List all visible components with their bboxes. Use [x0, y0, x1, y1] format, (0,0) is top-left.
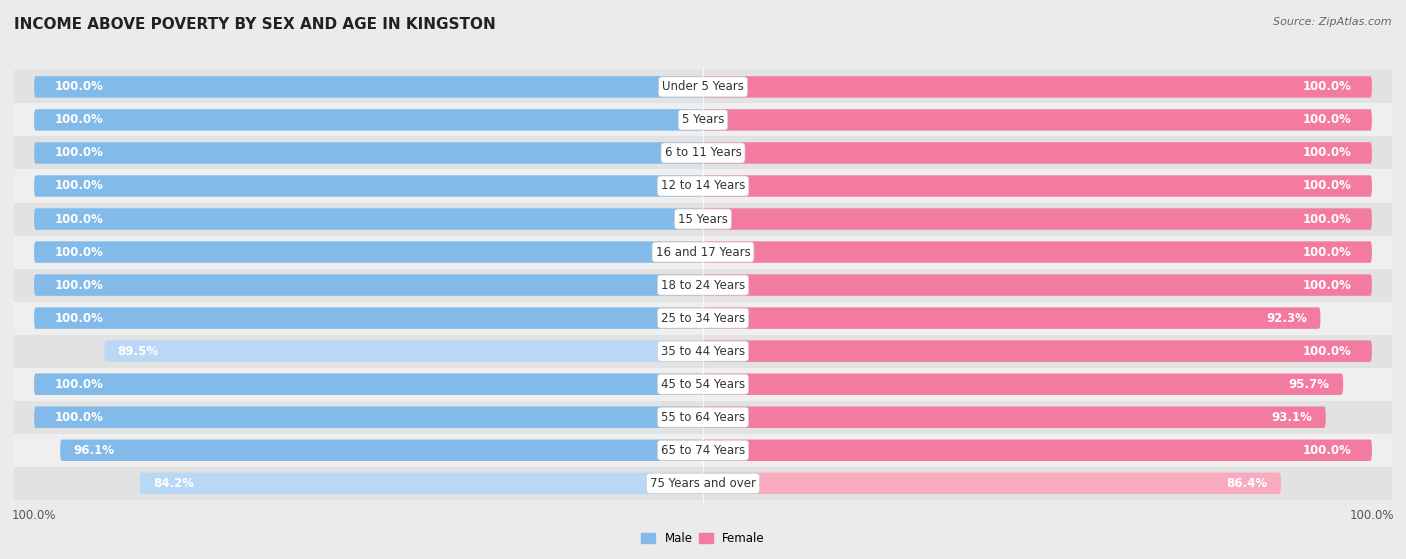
Text: 92.3%: 92.3% — [1267, 311, 1308, 325]
Text: 100.0%: 100.0% — [55, 378, 103, 391]
Text: 100.0%: 100.0% — [55, 411, 103, 424]
FancyBboxPatch shape — [34, 76, 703, 98]
FancyBboxPatch shape — [703, 406, 1326, 428]
FancyBboxPatch shape — [703, 439, 1372, 461]
FancyBboxPatch shape — [34, 176, 703, 197]
Legend: Male, Female: Male, Female — [637, 527, 769, 549]
Text: 12 to 14 Years: 12 to 14 Years — [661, 179, 745, 192]
Text: INCOME ABOVE POVERTY BY SEX AND AGE IN KINGSTON: INCOME ABOVE POVERTY BY SEX AND AGE IN K… — [14, 17, 496, 32]
Text: 15 Years: 15 Years — [678, 212, 728, 225]
FancyBboxPatch shape — [34, 241, 703, 263]
FancyBboxPatch shape — [703, 274, 1372, 296]
Text: 100.0%: 100.0% — [55, 245, 103, 259]
Text: 95.7%: 95.7% — [1289, 378, 1330, 391]
Text: 84.2%: 84.2% — [153, 477, 194, 490]
FancyBboxPatch shape — [703, 76, 1372, 98]
Text: 100.0%: 100.0% — [1303, 80, 1351, 93]
Text: 100.0%: 100.0% — [1303, 444, 1351, 457]
FancyBboxPatch shape — [14, 103, 1392, 136]
FancyBboxPatch shape — [703, 241, 1372, 263]
FancyBboxPatch shape — [14, 467, 1392, 500]
Text: 100.0%: 100.0% — [1303, 245, 1351, 259]
FancyBboxPatch shape — [703, 142, 1372, 164]
FancyBboxPatch shape — [14, 368, 1392, 401]
Text: 75 Years and over: 75 Years and over — [650, 477, 756, 490]
FancyBboxPatch shape — [14, 70, 1392, 103]
Text: 93.1%: 93.1% — [1271, 411, 1312, 424]
FancyBboxPatch shape — [14, 335, 1392, 368]
FancyBboxPatch shape — [139, 472, 703, 494]
Text: 100.0%: 100.0% — [55, 179, 103, 192]
Text: 100.0%: 100.0% — [55, 80, 103, 93]
FancyBboxPatch shape — [703, 472, 1281, 494]
Text: Source: ZipAtlas.com: Source: ZipAtlas.com — [1274, 17, 1392, 27]
FancyBboxPatch shape — [703, 209, 1372, 230]
FancyBboxPatch shape — [14, 401, 1392, 434]
Text: 100.0%: 100.0% — [55, 113, 103, 126]
Text: 6 to 11 Years: 6 to 11 Years — [665, 146, 741, 159]
Text: 100.0%: 100.0% — [55, 212, 103, 225]
Text: 100.0%: 100.0% — [55, 278, 103, 292]
FancyBboxPatch shape — [14, 434, 1392, 467]
Text: 100.0%: 100.0% — [55, 311, 103, 325]
Text: 100.0%: 100.0% — [55, 146, 103, 159]
FancyBboxPatch shape — [703, 176, 1372, 197]
FancyBboxPatch shape — [34, 307, 703, 329]
Text: 86.4%: 86.4% — [1226, 477, 1268, 490]
Text: 5 Years: 5 Years — [682, 113, 724, 126]
FancyBboxPatch shape — [34, 109, 703, 131]
FancyBboxPatch shape — [703, 307, 1320, 329]
Text: 100.0%: 100.0% — [1303, 212, 1351, 225]
FancyBboxPatch shape — [14, 235, 1392, 268]
Text: 100.0%: 100.0% — [1303, 113, 1351, 126]
Text: 96.1%: 96.1% — [73, 444, 115, 457]
FancyBboxPatch shape — [34, 142, 703, 164]
FancyBboxPatch shape — [14, 136, 1392, 169]
FancyBboxPatch shape — [14, 268, 1392, 302]
FancyBboxPatch shape — [60, 439, 703, 461]
Text: 100.0%: 100.0% — [1303, 278, 1351, 292]
Text: 35 to 44 Years: 35 to 44 Years — [661, 345, 745, 358]
FancyBboxPatch shape — [703, 109, 1372, 131]
Text: 16 and 17 Years: 16 and 17 Years — [655, 245, 751, 259]
Text: 25 to 34 Years: 25 to 34 Years — [661, 311, 745, 325]
Text: 18 to 24 Years: 18 to 24 Years — [661, 278, 745, 292]
FancyBboxPatch shape — [703, 340, 1372, 362]
FancyBboxPatch shape — [14, 302, 1392, 335]
Text: 45 to 54 Years: 45 to 54 Years — [661, 378, 745, 391]
Text: 100.0%: 100.0% — [1303, 146, 1351, 159]
FancyBboxPatch shape — [34, 406, 703, 428]
Text: 55 to 64 Years: 55 to 64 Years — [661, 411, 745, 424]
FancyBboxPatch shape — [703, 373, 1343, 395]
Text: 65 to 74 Years: 65 to 74 Years — [661, 444, 745, 457]
Text: 89.5%: 89.5% — [118, 345, 159, 358]
FancyBboxPatch shape — [34, 274, 703, 296]
Text: Under 5 Years: Under 5 Years — [662, 80, 744, 93]
FancyBboxPatch shape — [104, 340, 703, 362]
FancyBboxPatch shape — [34, 209, 703, 230]
FancyBboxPatch shape — [14, 202, 1392, 235]
FancyBboxPatch shape — [14, 169, 1392, 202]
Text: 100.0%: 100.0% — [1303, 179, 1351, 192]
Text: 100.0%: 100.0% — [1303, 345, 1351, 358]
FancyBboxPatch shape — [34, 373, 703, 395]
